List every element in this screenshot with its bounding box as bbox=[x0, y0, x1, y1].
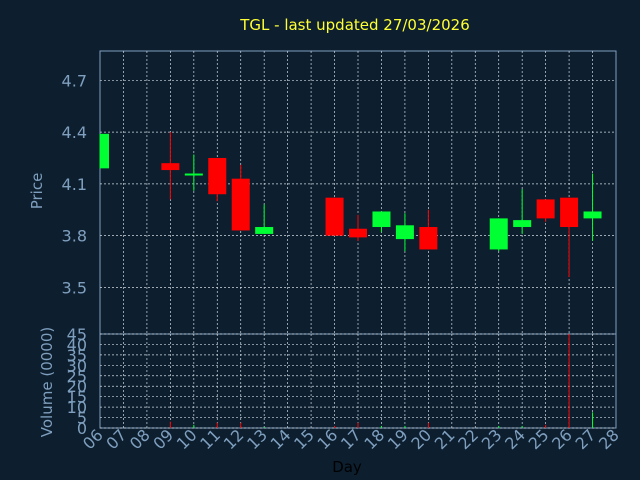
volume-axis-label: Volume (0000) bbox=[38, 327, 56, 437]
price-tick-label: 4.7 bbox=[62, 71, 87, 90]
candle-body bbox=[208, 157, 227, 195]
price-tick-label: 3.8 bbox=[62, 227, 87, 246]
volume-tick-label: 10 bbox=[67, 398, 87, 417]
volume-tick-label: 30 bbox=[67, 356, 87, 375]
candle-body bbox=[489, 218, 508, 250]
volume-plot-area bbox=[99, 333, 617, 429]
candle-body bbox=[395, 225, 414, 240]
x-ticks: 0607080910111213141516171819202122232425… bbox=[79, 425, 623, 453]
price-tick-label: 4.4 bbox=[62, 123, 87, 142]
volume-grid bbox=[100, 333, 616, 429]
candle-body bbox=[372, 211, 391, 228]
candle-body bbox=[161, 163, 180, 171]
volume-tick-label: 20 bbox=[67, 377, 87, 396]
candle-body bbox=[231, 178, 250, 231]
candles bbox=[99, 132, 602, 278]
volume-tick-label: 40 bbox=[67, 335, 87, 354]
x-tick-label: 28 bbox=[595, 425, 623, 453]
price-tick-label: 4.1 bbox=[62, 175, 87, 194]
x-axis-label: Day bbox=[332, 458, 362, 476]
price-y-ticks: 3.5 3.8 4.1 4.4 4.7 bbox=[62, 71, 87, 297]
candle-body bbox=[419, 227, 438, 250]
chart-title: TGL - last updated 27/03/2026 bbox=[239, 16, 470, 34]
volume-tick-label: 35 bbox=[67, 346, 87, 365]
candle-body bbox=[560, 197, 579, 228]
volume-bars bbox=[169, 334, 594, 428]
volume-tick-label: 5 bbox=[77, 409, 87, 428]
price-grid bbox=[100, 51, 616, 334]
volume-tick-label: 0 bbox=[77, 419, 87, 438]
price-tick-label: 3.5 bbox=[62, 278, 87, 297]
candle-body bbox=[255, 227, 274, 234]
candle-body bbox=[184, 173, 203, 176]
volume-tick-label: 25 bbox=[67, 367, 87, 386]
price-axis-label: Price bbox=[28, 173, 46, 210]
volume-tick-label: 15 bbox=[67, 388, 87, 407]
candle-body bbox=[349, 228, 367, 238]
candle-body bbox=[583, 211, 602, 219]
candle-body bbox=[325, 197, 344, 236]
candle-body bbox=[536, 199, 555, 219]
price-panel: 3.5 3.8 4.1 4.4 4.7 bbox=[62, 50, 617, 335]
volume-tick-label: 45 bbox=[67, 325, 87, 344]
candle-body bbox=[100, 133, 109, 169]
candle-body bbox=[513, 220, 532, 228]
